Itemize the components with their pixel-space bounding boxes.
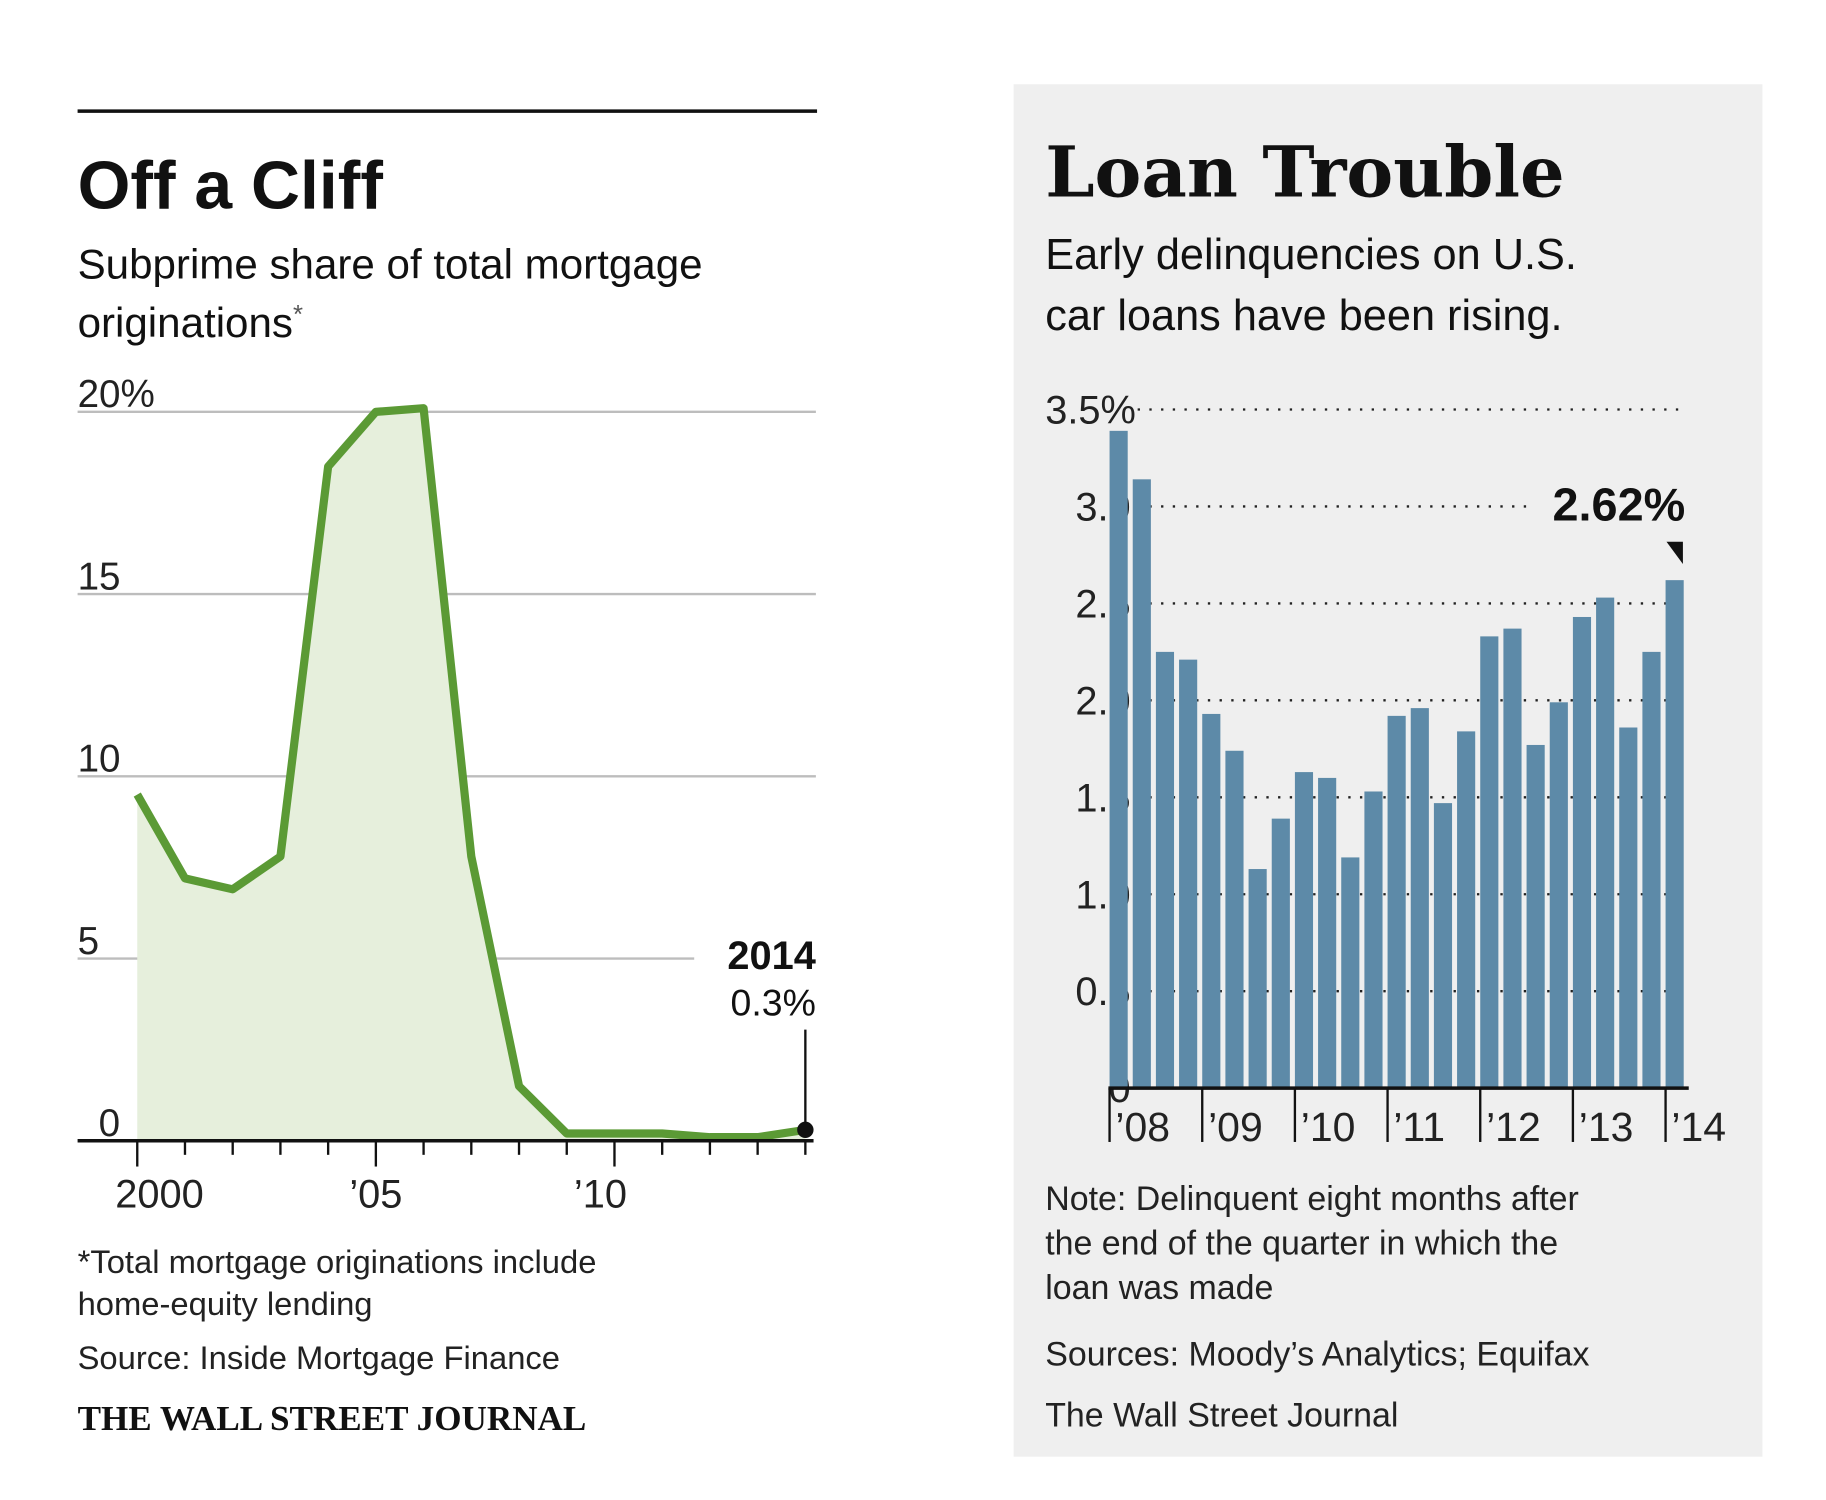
bar-2010Q2 [1318,777,1337,1089]
bar-2013Q2 [1596,597,1615,1089]
bar-2008Q4 [1179,659,1198,1089]
x-tick-label: ’10 [1301,1104,1356,1150]
left-plot-area: 0 5 10 15 20% 2000 ’05 ’10 [77,373,816,1216]
y-tick-label: 20% [78,373,155,416]
bar-2013Q4 [1642,651,1661,1089]
x-tick-label: ’12 [1486,1104,1541,1150]
footnote-marker: * [293,301,303,329]
x-tick-label: ’14 [1671,1104,1726,1150]
wsj-credit-logo: THE WALL STREET JOURNAL [78,1399,587,1438]
bar-2011Q3 [1433,803,1453,1089]
left-subtitle-line2: originations* [78,299,303,346]
subtitle-line2-text: originations [78,299,293,346]
note-line2: the end of the quarter in which the [1045,1224,1558,1262]
x-tick-label: ’13 [1579,1104,1634,1150]
bar-2012Q4 [1549,702,1568,1089]
right-credit: The Wall Street Journal [1045,1396,1398,1434]
bar-2011Q1 [1387,715,1406,1089]
bar-2013Q1 [1572,616,1592,1089]
y-tick-label: 5 [78,920,99,963]
bar-2008Q1 [1109,430,1128,1089]
bar-2010Q3 [1341,857,1360,1089]
bar-2011Q4 [1457,731,1476,1089]
footnote-line2: home-equity lending [78,1285,373,1322]
right-chart: Loan Trouble Early delinquencies on U.S.… [1013,84,1763,1457]
bar-2014Q1 [1665,580,1684,1089]
annotation-year: 2014 [727,934,815,978]
bar-2009Q3 [1248,869,1267,1089]
left-subtitle-line1: Subprime share of total mortgage [78,240,703,287]
bar-2009Q1 [1202,713,1221,1089]
bar-2008Q2 [1132,479,1151,1089]
bar-2009Q2 [1225,750,1244,1089]
right-subtitle-line1: Early delinquencies on U.S. [1045,231,1577,279]
bar-2010Q4 [1364,791,1383,1089]
right-sources: Sources: Moody’s Analytics; Equifax [1045,1335,1589,1373]
bar-2013Q3 [1619,727,1638,1089]
bar-2012Q1 [1480,636,1499,1089]
left-chart: Off a Cliff Subprime share of total mort… [77,109,818,1438]
bar-2009Q4 [1271,818,1290,1089]
y-tick-label: 15 [78,555,121,598]
annotation-value: 0.3% [731,982,816,1024]
x-tick-label: ’08 [1115,1104,1170,1150]
bar-2012Q3 [1526,744,1545,1089]
right-plot-area: 00.51.01.52.02.53.03.5%’08’09’10’11’12’1… [1045,389,1726,1150]
bar-2010Q1 [1294,772,1314,1089]
x-tick-label: ’10 [574,1172,627,1216]
right-title: Loan Trouble [1045,131,1564,214]
bar-2011Q2 [1410,708,1429,1089]
footnote-line1: *Total mortgage originations include [78,1243,597,1280]
annotation-dot [797,1121,814,1139]
x-tick-label: ’09 [1208,1104,1263,1150]
y-tick-label: 10 [78,738,121,781]
bar-2008Q3 [1155,651,1175,1089]
y-tick-label: 0 [99,1102,120,1145]
left-source: Source: Inside Mortgage Finance [78,1339,560,1376]
area-fill [137,408,806,1141]
bar-annotation-value: 2.62% [1553,479,1686,531]
y-tick-label: 3.5% [1045,389,1136,433]
right-subtitle-line2: car loans have been rising. [1045,292,1562,340]
note-line3: loan was made [1045,1269,1273,1307]
x-tick-label: 2000 [115,1172,203,1216]
x-tick-label: ’05 [349,1172,402,1216]
bar-2012Q2 [1503,628,1522,1089]
note-line1: Note: Delinquent eight months after [1045,1180,1579,1218]
annotation-pointer-icon [1666,541,1683,564]
left-title: Off a Cliff [78,148,384,223]
x-tick-label: ’11 [1393,1104,1445,1150]
